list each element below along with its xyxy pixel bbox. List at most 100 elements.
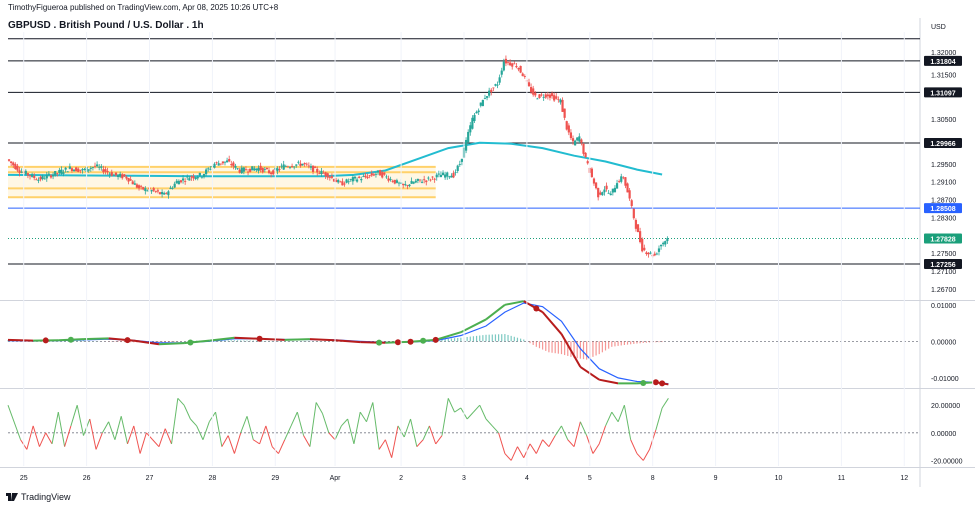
candle-body xyxy=(347,181,350,183)
candle-body xyxy=(431,176,434,178)
candle-body xyxy=(414,180,417,183)
candle-body xyxy=(303,163,306,165)
candle-body xyxy=(295,164,298,166)
candle-body xyxy=(83,168,86,170)
candle-body xyxy=(370,173,373,176)
mom-line-segment xyxy=(171,398,179,444)
mom-line-segment xyxy=(479,404,487,420)
candle-body xyxy=(91,167,95,168)
candle-body xyxy=(175,180,178,184)
mom-line-segment xyxy=(366,402,374,422)
mom-line-segment xyxy=(485,418,493,427)
candle-body xyxy=(653,253,656,256)
candle-body xyxy=(286,166,289,168)
candle-body xyxy=(527,82,531,87)
price-tick-label: 1.26700 xyxy=(931,287,956,294)
candle-body xyxy=(328,176,331,178)
candle-body xyxy=(87,169,90,171)
candle-body xyxy=(603,189,606,193)
osc-main-line xyxy=(259,337,285,341)
candle-body xyxy=(494,84,497,86)
osc-main-line xyxy=(284,338,310,341)
candle-body xyxy=(311,165,315,173)
candle-body xyxy=(62,172,65,174)
mom-line-segment xyxy=(240,416,248,434)
candle-body xyxy=(314,166,317,168)
candle-body xyxy=(553,95,556,101)
candle-body xyxy=(106,170,109,173)
candle-body xyxy=(590,168,593,178)
candle-body xyxy=(265,167,269,170)
candle-body xyxy=(51,174,55,177)
candle-body xyxy=(301,163,304,166)
mom-line-segment xyxy=(101,421,110,434)
candle-body xyxy=(152,188,155,191)
candle-body xyxy=(485,96,489,98)
candle-body xyxy=(471,117,474,129)
osc-main-line xyxy=(485,304,506,321)
candle-body xyxy=(404,184,407,186)
candle-body xyxy=(246,171,250,173)
osc-main-line xyxy=(460,318,487,334)
candle-body xyxy=(223,161,227,163)
candle-body xyxy=(47,173,50,175)
candle-body xyxy=(261,167,264,173)
candle-body xyxy=(481,99,484,107)
candle-body xyxy=(538,94,541,99)
candle-body xyxy=(205,169,208,175)
time-tick-label: 2 xyxy=(399,475,403,482)
candle-body xyxy=(184,181,187,182)
mom-line-segment xyxy=(542,439,550,447)
candle-body xyxy=(238,169,241,173)
candle-body xyxy=(574,140,577,146)
candle-body xyxy=(26,173,30,176)
osc-main-line xyxy=(599,378,619,385)
osc-main-line xyxy=(309,338,336,342)
price-tick-label: 1.30500 xyxy=(931,117,956,124)
mom-line-segment xyxy=(233,432,242,454)
candle-body xyxy=(125,176,128,179)
mom-line-segment xyxy=(64,425,72,447)
candle-body xyxy=(282,164,285,170)
candle-body xyxy=(381,172,384,178)
candle-body xyxy=(609,193,612,196)
candle-body xyxy=(529,87,533,93)
candle-body xyxy=(7,159,11,161)
candle-body xyxy=(119,173,122,177)
mom-line-segment xyxy=(498,432,506,454)
candle-body xyxy=(582,143,585,154)
candle-body xyxy=(307,165,310,167)
time-tick-label: Apr xyxy=(330,475,342,482)
mom-line-segment xyxy=(636,453,644,461)
osc-main-line xyxy=(158,342,185,346)
candle-body xyxy=(355,179,359,182)
candle-body xyxy=(121,174,124,179)
candle-body xyxy=(420,181,424,183)
price-tag-label-1.28508: 1.28508 xyxy=(930,206,955,213)
candle-body xyxy=(70,168,74,172)
candle-body xyxy=(335,179,338,183)
time-tick-label: 12 xyxy=(900,475,908,482)
osc-cross-marker xyxy=(376,339,383,346)
mom-line-segment xyxy=(454,407,462,413)
candle-body xyxy=(576,137,579,141)
candle-body xyxy=(322,172,325,174)
mom-line-segment xyxy=(554,425,562,436)
candle-body xyxy=(412,182,415,184)
candle-body xyxy=(444,174,447,178)
candle-body xyxy=(657,248,661,252)
candle-body xyxy=(563,108,566,118)
candle-body xyxy=(150,190,153,192)
osc-cross-marker xyxy=(42,337,49,344)
candle-body xyxy=(339,181,342,183)
mom-line-segment xyxy=(265,425,273,447)
candle-body xyxy=(387,178,390,181)
candle-body xyxy=(550,93,554,97)
candle-body xyxy=(571,138,575,142)
candle-body xyxy=(559,99,562,103)
candle-body xyxy=(179,180,183,183)
candle-body xyxy=(309,166,313,168)
osc-tick-label: 0.00000 xyxy=(931,339,956,346)
candle-body xyxy=(435,174,438,178)
